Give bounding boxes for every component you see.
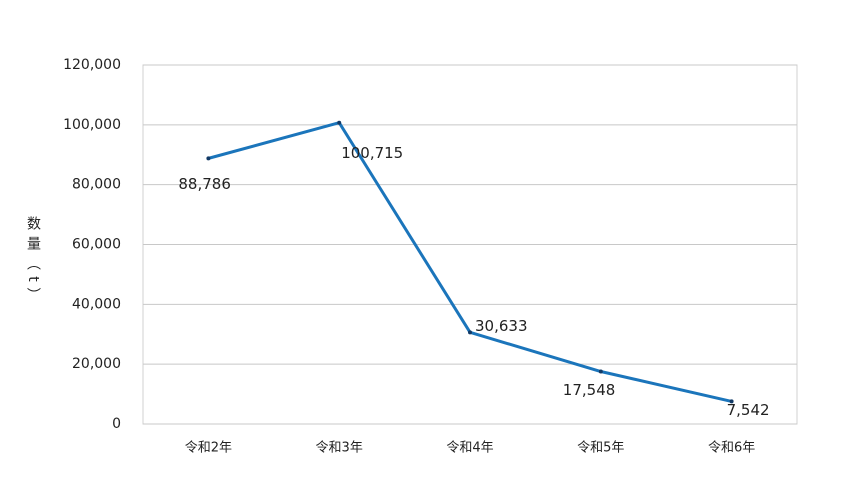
data-point [729,399,734,404]
y-tick-label: 60,000 [72,237,121,253]
data-point [468,330,472,335]
data-line [208,121,732,403]
x-tick-label: 令和6年 [708,441,755,456]
data-label: 88,786 [178,175,231,193]
y-tick-label: 40,000 [72,296,121,312]
data-point [206,156,211,161]
y-axis-label: 数量（t） [25,216,41,308]
x-tick-label: 令和4年 [446,441,493,456]
y-tick-label: 120,000 [63,57,121,73]
data-label: 17,548 [563,381,616,399]
y-tick-label: 0 [112,416,121,432]
data-point [598,369,603,374]
y-tick-label: 80,000 [72,177,121,193]
x-tick-label: 令和5年 [577,441,624,456]
data-label: 7,542 [727,401,770,419]
x-tick-label: 令和3年 [316,441,363,456]
y-tick-label: 20,000 [72,356,121,372]
data-label: 30,633 [475,317,528,335]
data-point [337,120,342,125]
data-label: 100,715 [341,144,403,162]
y-tick-label: 100,000 [63,117,121,133]
x-tick-label: 令和2年 [185,441,232,456]
